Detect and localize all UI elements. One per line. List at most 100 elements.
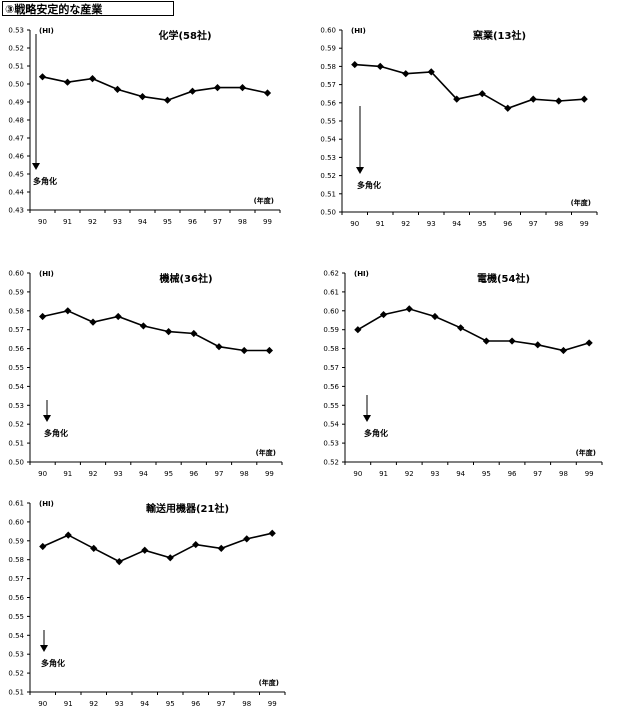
y-tick-label: 0.43 [8, 207, 24, 215]
y-tick-label: 0.56 [323, 383, 339, 391]
annotation-label: 多角化 [41, 658, 65, 668]
annotation-label: 多角化 [364, 428, 388, 438]
x-tick-label: 93 [113, 218, 122, 226]
data-point [504, 104, 512, 112]
data-point [166, 554, 174, 562]
data-point [141, 546, 149, 554]
chart-5: 0.61 0.60 0.59 0.58 0.57 0.56 0.55 0.54 0.53 0.52… [8, 500, 286, 708]
x-axis-label: (年度) [571, 198, 591, 207]
y-tick-label: 0.54 [323, 421, 339, 429]
page-title: ③戦略安定的な産業 [2, 1, 174, 16]
chart-title: 窯業(13社) [473, 29, 526, 42]
data-point [165, 327, 173, 336]
data-point [188, 87, 197, 95]
y-tick-label: 0.50 [8, 81, 24, 89]
annotation-label: 多角化 [44, 428, 68, 438]
x-tick-label: 90 [353, 470, 362, 478]
x-tick-label: 92 [405, 470, 414, 478]
data-point [243, 535, 251, 543]
y-tick-label: 0.53 [323, 440, 339, 448]
y-axis-label: (HI) [39, 270, 54, 278]
x-tick-label: 98 [240, 470, 249, 478]
data-point [113, 85, 122, 93]
y-tick-label: 0.56 [320, 99, 336, 107]
x-tick-label: 99 [585, 470, 594, 478]
y-tick-label: 0.53 [8, 27, 24, 35]
x-tick-label: 93 [115, 700, 124, 708]
arrow-down-icon [356, 167, 364, 174]
x-axis-label: (年度) [259, 678, 279, 687]
x-tick-label: 99 [265, 470, 274, 478]
x-tick-label: 98 [242, 700, 251, 708]
x-tick-label: 92 [401, 220, 410, 228]
data-point [63, 78, 72, 86]
y-tick-label: 0.51 [320, 190, 336, 198]
y-tick-label: 0.58 [8, 307, 24, 315]
y-tick-label: 0.51 [8, 63, 24, 71]
data-point [482, 337, 490, 345]
data-point [38, 73, 47, 81]
y-tick-label: 0.61 [8, 500, 24, 508]
y-tick-label: 0.57 [8, 575, 24, 583]
x-tick-label: 90 [38, 470, 47, 478]
data-point [64, 307, 72, 315]
data-point [39, 542, 47, 551]
y-tick-label: 0.51 [8, 440, 24, 448]
data-point [88, 75, 97, 83]
x-tick-label: 92 [89, 470, 98, 478]
data-point [351, 60, 359, 69]
x-tick-label: 98 [559, 470, 568, 478]
data-point [555, 97, 563, 105]
y-tick-label: 0.58 [320, 63, 336, 71]
data-point [457, 324, 465, 332]
chart-1: 0.53 0.52 0.51 0.50 0.49 0.48 0.47 0.46 0.45 0.44… [8, 27, 281, 226]
series-line [42, 76, 268, 102]
x-tick-label: 95 [166, 700, 175, 708]
x-tick-label: 97 [533, 470, 542, 478]
y-tick-label: 0.52 [8, 670, 24, 678]
y-tick-label: 0.57 [8, 326, 24, 334]
x-tick-label: 93 [430, 470, 439, 478]
y-tick-label: 0.55 [8, 364, 24, 372]
y-tick-label: 0.60 [320, 27, 336, 35]
x-tick-label: 97 [213, 218, 222, 226]
x-axis-label: (年度) [576, 448, 596, 457]
x-tick-label: 94 [140, 700, 149, 708]
arrow-down-icon [363, 415, 371, 422]
data-point [376, 62, 384, 70]
data-point [114, 312, 122, 321]
y-tick-label: 0.60 [8, 518, 24, 526]
x-tick-label: 92 [89, 700, 98, 708]
x-tick-label: 99 [268, 700, 277, 708]
y-tick-label: 0.52 [323, 459, 339, 467]
data-point [64, 531, 72, 539]
y-tick-label: 0.53 [320, 154, 336, 162]
y-tick-label: 0.58 [323, 345, 339, 353]
x-tick-label: 97 [529, 220, 538, 228]
x-tick-label: 96 [503, 220, 512, 228]
x-tick-label: 96 [508, 470, 517, 478]
y-axis-label: (HI) [39, 27, 54, 35]
series-line [354, 63, 585, 110]
y-tick-label: 0.55 [8, 613, 24, 621]
data-point [115, 557, 123, 566]
y-tick-label: 0.55 [320, 118, 336, 126]
data-point [427, 68, 435, 76]
data-point [508, 337, 516, 345]
data-point [453, 95, 461, 103]
data-point [431, 312, 439, 321]
data-point [402, 70, 410, 78]
chart-title: 化学(58社) [158, 29, 211, 42]
y-tick-label: 0.55 [323, 402, 339, 410]
y-axis-label: (HI) [351, 27, 366, 35]
x-tick-label: 91 [64, 700, 73, 708]
data-point [268, 529, 276, 537]
x-tick-label: 97 [217, 700, 226, 708]
x-tick-label: 91 [379, 470, 388, 478]
y-tick-label: 0.53 [8, 651, 24, 659]
y-tick-label: 0.59 [8, 288, 24, 296]
y-tick-label: 0.57 [320, 81, 336, 89]
x-tick-label: 96 [189, 470, 198, 478]
y-tick-label: 0.53 [8, 402, 24, 410]
y-tick-label: 0.54 [320, 136, 336, 144]
